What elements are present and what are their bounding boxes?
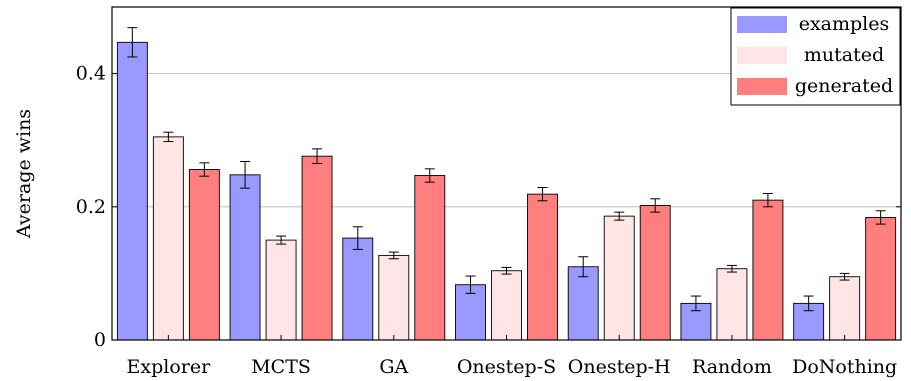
bar-generated bbox=[752, 199, 784, 341]
y-tick-label: 0 bbox=[94, 329, 106, 351]
bar-mutated bbox=[378, 254, 410, 341]
bar-generated bbox=[639, 205, 671, 341]
bar-mutated bbox=[603, 215, 635, 341]
legend-swatch-mutated bbox=[737, 47, 787, 64]
x-category-label: Random bbox=[692, 356, 772, 378]
bar-mutated bbox=[152, 136, 184, 341]
y-axis-ticks: 0 0.2 0.4 bbox=[76, 63, 901, 351]
bar-generated bbox=[865, 217, 897, 341]
bar-generated bbox=[301, 155, 333, 341]
bar-examples bbox=[116, 41, 148, 341]
legend-swatch-examples bbox=[737, 16, 787, 33]
x-category-label: MCTS bbox=[251, 356, 311, 378]
x-category-label: Onestep-H bbox=[568, 356, 671, 378]
x-category-label: DoNothing bbox=[792, 356, 897, 378]
legend: examples mutated generated bbox=[730, 7, 901, 106]
y-axis-title: Average wins bbox=[13, 109, 35, 239]
bar-examples bbox=[229, 174, 261, 341]
bar-mutated bbox=[265, 239, 297, 341]
legend-label: examples bbox=[799, 13, 890, 35]
y-tick-label: 0.2 bbox=[76, 196, 106, 218]
legend-label: mutated bbox=[804, 44, 884, 66]
bar-mutated bbox=[716, 268, 748, 341]
x-category-label: Onestep-S bbox=[457, 356, 556, 378]
x-axis-categories: Explorer MCTS GA Onestep-S Onestep-H Random Do… bbox=[127, 335, 897, 378]
bar-generated bbox=[188, 169, 220, 341]
bars bbox=[116, 27, 897, 341]
bar-examples bbox=[455, 284, 486, 341]
bar-examples bbox=[342, 237, 374, 341]
y-tick-label: 0.4 bbox=[76, 63, 106, 85]
x-category-label: GA bbox=[379, 356, 408, 378]
bar-generated bbox=[414, 175, 446, 341]
bar-mutated bbox=[829, 276, 861, 341]
legend-swatch-generated bbox=[737, 78, 787, 95]
bar-mutated bbox=[491, 270, 522, 341]
legend-label: generated bbox=[795, 75, 893, 97]
x-category-label: Explorer bbox=[127, 356, 212, 378]
bar-generated bbox=[527, 193, 558, 341]
bar-examples bbox=[567, 266, 599, 341]
